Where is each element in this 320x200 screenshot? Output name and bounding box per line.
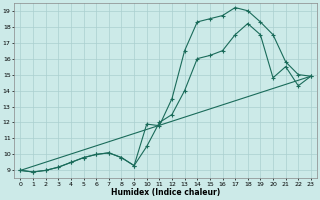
X-axis label: Humidex (Indice chaleur): Humidex (Indice chaleur) [111,188,220,197]
